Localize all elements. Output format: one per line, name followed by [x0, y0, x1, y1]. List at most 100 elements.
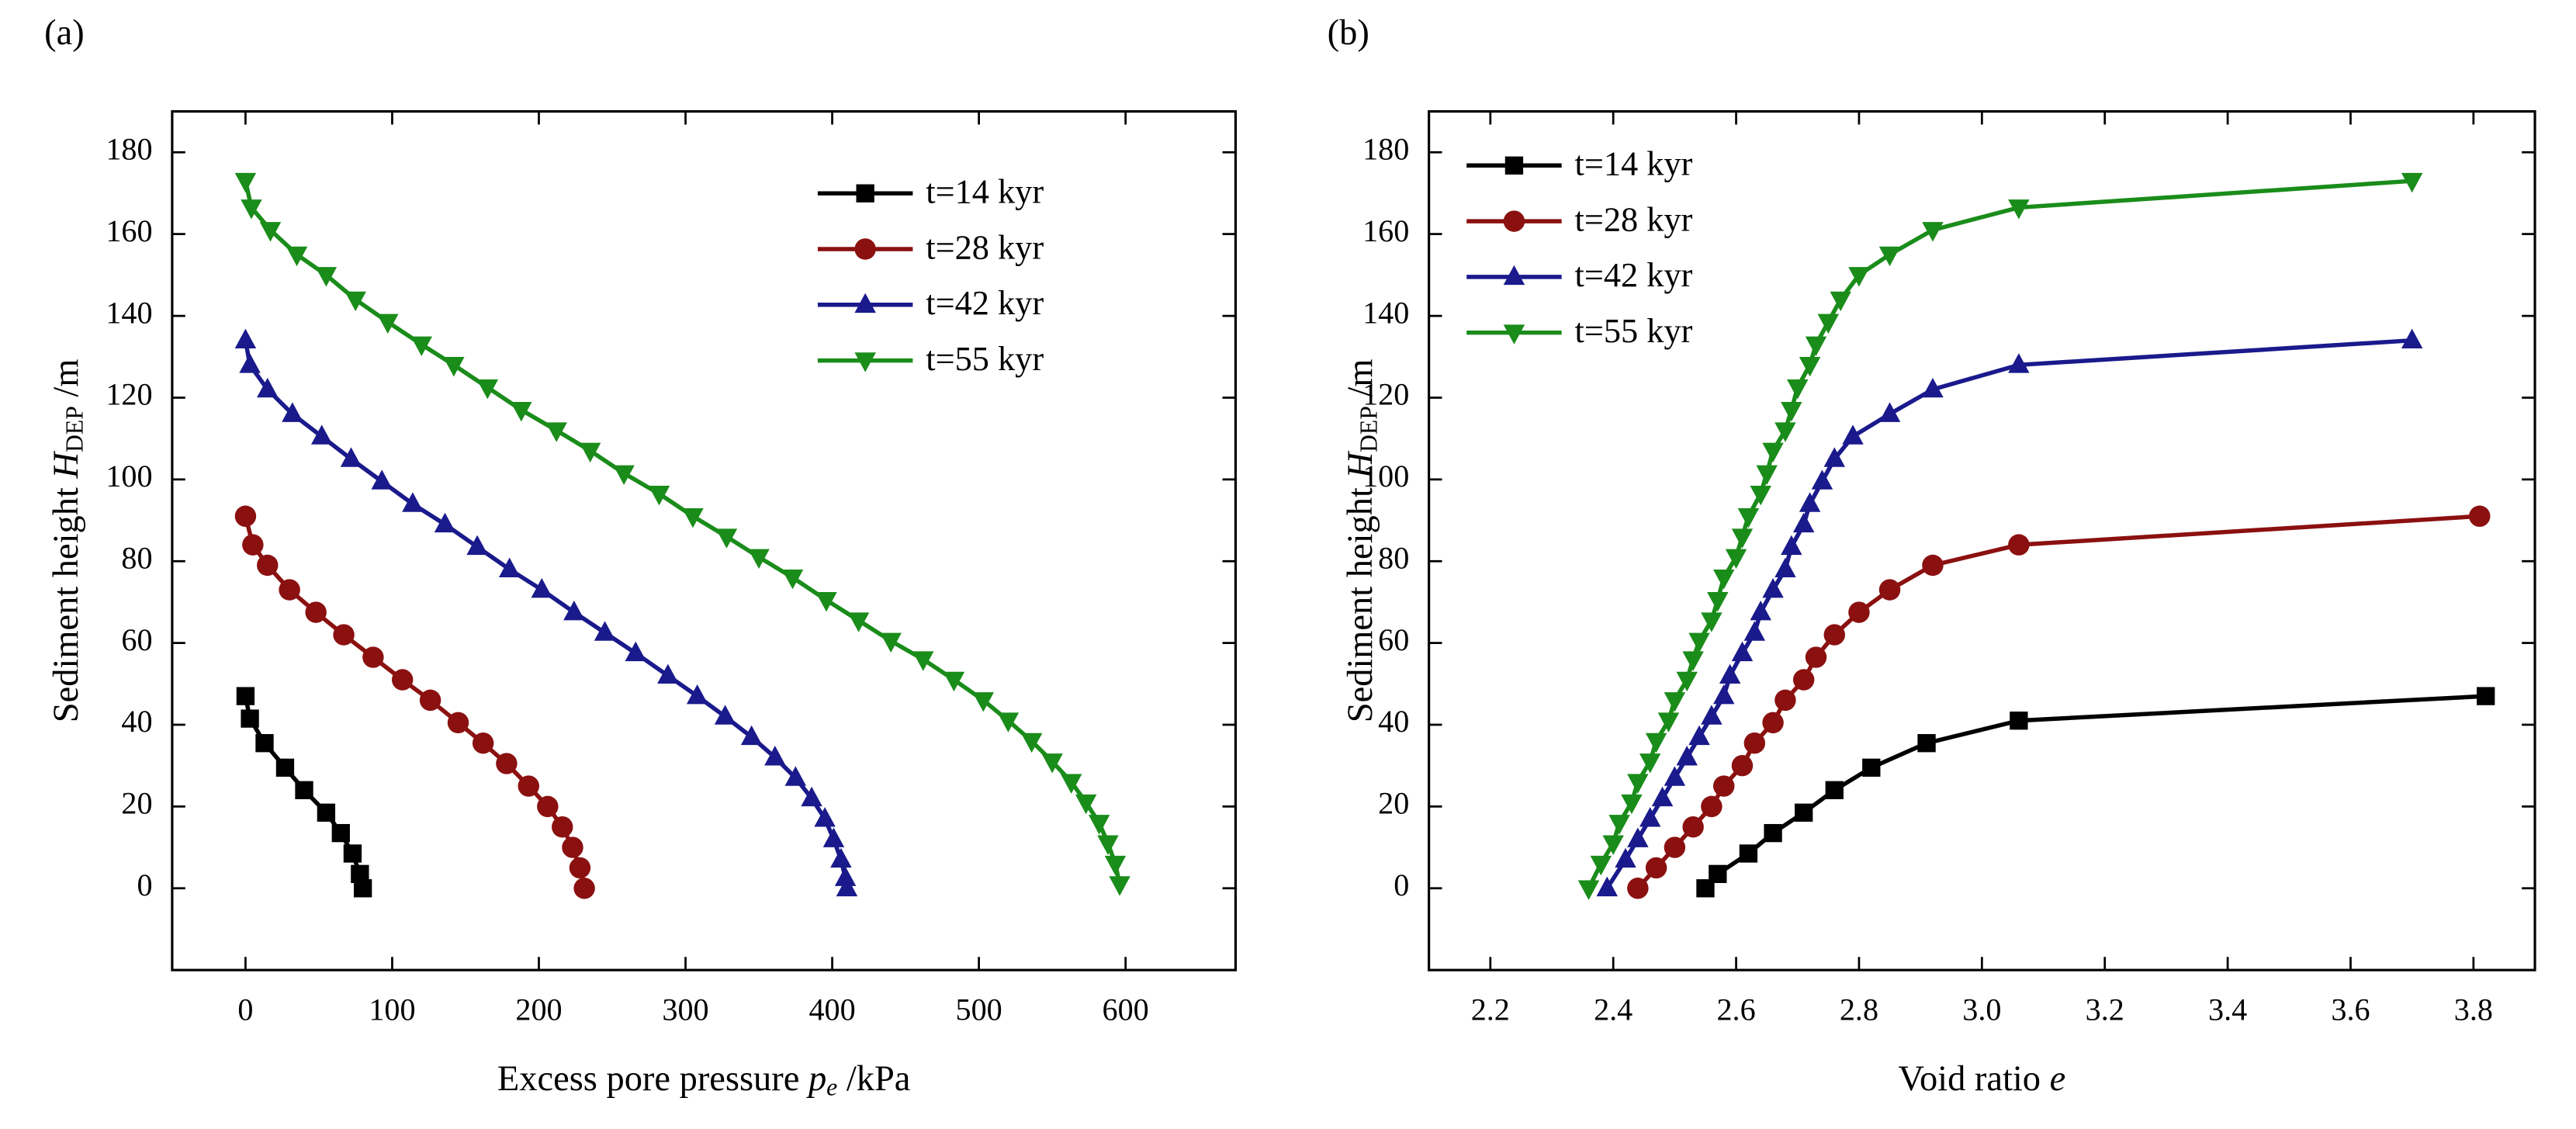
y-tick-label: 0 [137, 868, 152, 902]
marker [1823, 624, 1845, 646]
x-axis-label-part: e [2050, 1058, 2066, 1098]
marker [1577, 880, 1600, 900]
marker [834, 866, 857, 886]
legend-label: t=14 kyr [1575, 144, 1693, 183]
marker [434, 512, 456, 533]
y-axis-label-part: H [1341, 451, 1380, 480]
marker [847, 612, 870, 632]
marker [1104, 855, 1127, 876]
marker [594, 621, 616, 641]
marker [305, 601, 327, 623]
y-axis-label-part: /m [1341, 359, 1380, 407]
marker [1109, 876, 1130, 896]
marker [1825, 781, 1844, 799]
y-tick-label: 120 [106, 377, 152, 412]
legend-label: t=55 kyr [926, 339, 1044, 378]
marker [1731, 754, 1754, 777]
marker [1596, 876, 1618, 897]
marker [1657, 712, 1680, 732]
marker [1799, 492, 1821, 512]
marker [1041, 753, 1063, 774]
y-axis-label-part: DEP [1356, 406, 1383, 452]
marker [1795, 803, 1813, 822]
marker [236, 687, 255, 705]
marker [784, 766, 807, 786]
y-tick-label: 60 [1378, 622, 1409, 657]
marker [1709, 864, 1727, 883]
x-axis-label-part: Void ratio [1898, 1058, 2049, 1098]
marker [282, 402, 303, 422]
x-tick-label: 3.0 [1962, 992, 2001, 1027]
marker [476, 379, 499, 400]
y-axis-label-part: /m [47, 359, 86, 407]
legend-label: t=42 kyr [926, 283, 1044, 322]
x-tick-label: 3.4 [2208, 992, 2247, 1027]
y-tick-label: 80 [121, 540, 152, 575]
legend-marker [854, 352, 876, 372]
marker [880, 632, 902, 653]
marker [1774, 422, 1796, 442]
marker [1805, 646, 1827, 668]
marker [234, 172, 257, 193]
marker [1764, 823, 1782, 843]
marker [2469, 505, 2491, 527]
y-tick-label: 180 [106, 131, 152, 166]
marker [295, 781, 313, 799]
legend-marker [856, 184, 874, 203]
marker [1781, 401, 1802, 422]
marker [1750, 600, 1771, 621]
series-line [243, 695, 365, 889]
x-tick-label: 0 [237, 992, 253, 1027]
marker [912, 651, 934, 671]
marker [1639, 753, 1661, 774]
plot-frame [1428, 110, 2536, 971]
marker [563, 600, 585, 621]
marker [1590, 855, 1612, 876]
marker [682, 507, 704, 528]
marker [764, 746, 786, 766]
marker [1731, 641, 1754, 662]
marker [1842, 424, 1864, 445]
marker [1707, 591, 1729, 612]
y-tick-label: 40 [1378, 704, 1409, 739]
marker [1676, 671, 1698, 692]
y-tick-label: 140 [1362, 295, 1409, 330]
marker [1725, 549, 1747, 570]
marker [545, 422, 567, 442]
marker [2008, 534, 2030, 556]
y-tick-label: 160 [106, 213, 152, 248]
marker [353, 879, 372, 898]
marker [242, 534, 264, 556]
marker [1682, 816, 1704, 838]
marker [1701, 705, 1723, 725]
marker [1688, 725, 1710, 746]
y-axis-label: Sediment height HDEP /m [1341, 359, 1383, 723]
y-axis-label-part: Sediment height [47, 479, 86, 723]
marker [2008, 353, 2030, 373]
marker [239, 353, 261, 373]
marker [715, 528, 738, 549]
marker [1688, 632, 1710, 653]
marker [1097, 835, 1119, 855]
marker [2477, 687, 2495, 705]
marker [1713, 570, 1735, 590]
marker [1792, 512, 1815, 533]
marker [1739, 844, 1758, 863]
y-axis-label-part: DEP [61, 406, 88, 452]
x-tick-label: 3.2 [2086, 992, 2124, 1027]
marker [1922, 554, 1944, 577]
marker [1781, 535, 1802, 556]
marker [496, 753, 518, 774]
marker [333, 624, 355, 646]
marker [613, 465, 635, 486]
marker [1627, 878, 1649, 899]
marker [466, 535, 488, 556]
marker [1792, 669, 1815, 691]
y-tick-label: 80 [1378, 540, 1409, 575]
marker [2010, 712, 2028, 730]
marker [317, 803, 336, 822]
marker [1787, 379, 1809, 400]
x-tick-label: 2.4 [1594, 992, 1633, 1027]
marker [1664, 766, 1686, 786]
